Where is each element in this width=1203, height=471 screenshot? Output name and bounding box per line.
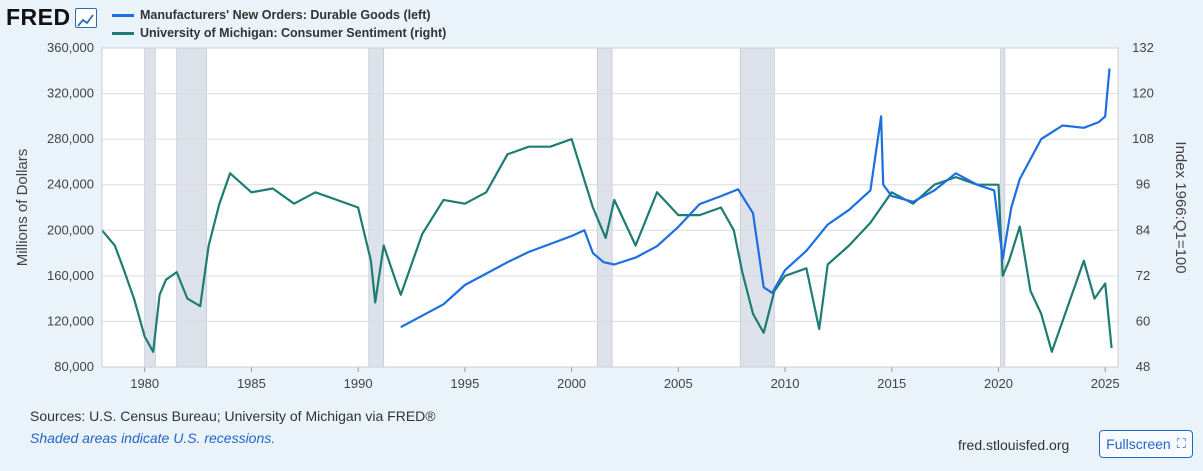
expand-icon: ⛶ [1176, 436, 1186, 451]
recession-note: Shaded areas indicate U.S. recessions. [30, 430, 276, 446]
x-tick-label: 2000 [557, 376, 586, 391]
y-left-tick-label: 80,000 [54, 359, 94, 374]
legend-swatch-durable-goods [112, 13, 134, 17]
x-tick-label: 2005 [664, 376, 693, 391]
legend-swatch-consumer-sentiment [112, 31, 134, 35]
x-tick-label: 2015 [877, 376, 906, 391]
recession-band [1000, 47, 1006, 368]
y-right-tick-label: 48 [1136, 359, 1150, 374]
legend-label-consumer-sentiment: University of Michigan: Consumer Sentime… [140, 26, 447, 40]
x-tick-label: 1980 [130, 376, 159, 391]
x-tick-label: 2010 [771, 376, 800, 391]
recession-band [368, 47, 385, 368]
y-right-tick-label: 108 [1132, 131, 1154, 146]
y-left-tick-label: 360,000 [47, 40, 94, 55]
x-tick-label: 1995 [450, 376, 479, 391]
y-right-tick-label: 132 [1132, 40, 1154, 55]
y-right-tick-label: 60 [1136, 313, 1150, 328]
y-left-tick-label: 240,000 [47, 177, 94, 192]
sources-note: Sources: U.S. Census Bureau; University … [30, 408, 436, 424]
recession-band [176, 47, 207, 368]
recession-band [739, 47, 775, 368]
y-left-tick-label: 280,000 [47, 131, 94, 146]
recession-band [144, 47, 156, 368]
line-chart-icon [74, 7, 97, 28]
fullscreen-label: Fullscreen [1106, 436, 1171, 452]
series-line-consumer-sentiment[interactable] [101, 138, 1113, 353]
y-left-tick-label: 160,000 [47, 268, 94, 283]
legend-label-durable-goods: Manufacturers' New Orders: Durable Goods… [140, 8, 431, 22]
y-left-tick-label: 320,000 [47, 86, 94, 101]
plot-border [101, 47, 1119, 368]
x-tick-label: 1990 [344, 376, 373, 391]
recession-band [596, 47, 613, 368]
fullscreen-button[interactable]: Fullscreen ⛶ [1099, 430, 1193, 458]
y-left-tick-label: 200,000 [47, 222, 94, 237]
legend-item-consumer-sentiment[interactable]: University of Michigan: Consumer Sentime… [112, 24, 446, 42]
legend-item-durable-goods[interactable]: Manufacturers' New Orders: Durable Goods… [112, 6, 446, 24]
fred-logo-text: FRED [6, 4, 71, 30]
x-tick-label: 2020 [984, 376, 1013, 391]
x-tick-label: 2025 [1091, 376, 1120, 391]
y-right-tick-label: 84 [1136, 222, 1150, 237]
chart-legend: Manufacturers' New Orders: Durable Goods… [112, 6, 446, 42]
site-url: fred.stlouisfed.org [958, 437, 1070, 453]
x-tick-label: 1985 [237, 376, 266, 391]
line-chart[interactable]: 80,000 120,000 160,000 200,000 240,000 280,00… [0, 0, 1203, 400]
y-right-tick-label: 96 [1136, 177, 1150, 192]
series-line-durable-goods[interactable] [400, 68, 1111, 329]
y-right-tick-label: 120 [1132, 86, 1154, 101]
y-left-axis-title: Millions of Dollars [14, 149, 31, 267]
y-left-tick-label: 120,000 [47, 313, 94, 328]
fred-logo[interactable]: FRED [6, 4, 97, 31]
y-right-axis-title: Index 1966:Q1=100 [1172, 141, 1189, 273]
y-right-tick-label: 72 [1136, 268, 1150, 283]
